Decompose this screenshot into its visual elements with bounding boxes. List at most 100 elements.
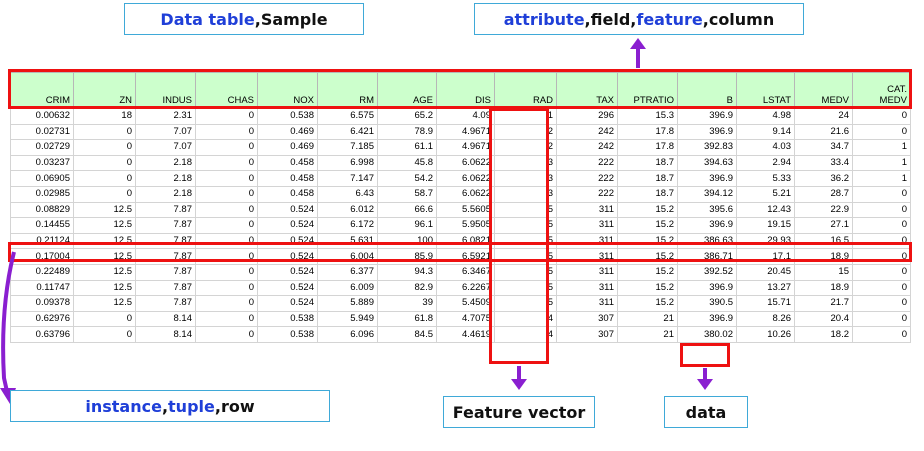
table-cell: 12.43 (736, 201, 795, 219)
table-cell: 222 (556, 185, 618, 203)
table-cell: 396.9 (677, 217, 737, 234)
table-cell: 33.4 (794, 154, 853, 172)
table-cell: 4.09 (436, 108, 495, 125)
table-cell: 6.012 (317, 201, 378, 219)
table-row: 0.22489 12.5 7.87 0 0.524 6.377 94.3 6.3467 5 311… (10, 263, 911, 281)
table-cell: 17.8 (617, 139, 678, 156)
table-cell: 0 (73, 139, 136, 156)
table-cell: 22.9 (794, 201, 853, 219)
table-row: 0.62976 0 8.14 0 0.538 5.949 61.8 4.7075 4 307 21 3… (10, 310, 911, 328)
table-cell: 7.87 (135, 279, 196, 297)
table-cell: 4 (494, 310, 557, 328)
table-cell: 0.02731 (10, 123, 74, 141)
table-cell: 12.5 (73, 263, 136, 281)
table-cell: 85.9 (377, 248, 437, 265)
table-row: 0.02729 0 7.07 0 0.469 7.185 61.1 4.9671 2 242 17.… (10, 139, 911, 156)
table-cell: 0 (852, 185, 911, 203)
instance-arrow (0, 251, 16, 404)
attribute-label: attribute, field, feature, column (474, 3, 804, 35)
table-cell: 0.524 (257, 279, 318, 297)
table-cell: 1 (852, 154, 911, 172)
table-cell: 6.0821 (436, 232, 495, 250)
data-label: data (664, 396, 748, 428)
table-cell: 15.2 (617, 217, 678, 234)
table-cell: 4.98 (736, 108, 795, 125)
table-cell: 6.3467 (436, 263, 495, 281)
table-cell: 65.2 (377, 108, 437, 125)
table-cell: 311 (556, 263, 618, 281)
table-cell: 58.7 (377, 185, 437, 203)
column-header-line: CAT. (887, 84, 907, 95)
table-cell: 28.7 (794, 185, 853, 203)
table-cell: 18 (73, 108, 136, 125)
table-cell: 96.1 (377, 217, 437, 234)
table-row: 0.08829 12.5 7.87 0 0.524 6.012 66.6 5.5605 5 311… (10, 201, 911, 219)
table-cell: 396.9 (677, 279, 737, 297)
table-cell: 4.9671 (436, 139, 495, 156)
table-cell: 1 (494, 108, 557, 125)
feature-keyword: feature (636, 9, 703, 29)
table-cell: 7.87 (135, 232, 196, 250)
table-cell: 6.2267 (436, 279, 495, 297)
table-cell: 0.08829 (10, 201, 74, 219)
table-cell: 7.07 (135, 123, 196, 141)
table-cell: 78.9 (377, 123, 437, 141)
table-cell: 21 (617, 326, 678, 343)
table-cell: 15 (794, 263, 853, 281)
table-cell: 0 (195, 201, 258, 219)
table-cell: 396.9 (677, 310, 737, 328)
table-row: 0.11747 12.5 7.87 0 0.524 6.009 82.9 6.2267 5 311… (10, 279, 911, 297)
column-header: B (677, 72, 737, 109)
data-arrow-head (697, 379, 713, 390)
table-cell: 311 (556, 217, 618, 234)
instance-keyword: instance (85, 396, 162, 416)
table-cell: 392.52 (677, 263, 737, 281)
table-cell: 2 (494, 139, 557, 156)
table-cell: 0 (195, 139, 258, 156)
table-cell: 18.7 (617, 170, 678, 187)
table-cell: 9.14 (736, 123, 795, 141)
table-cell: 18.7 (617, 154, 678, 172)
table-cell: 17.1 (736, 248, 795, 265)
table-cell: 0 (852, 232, 911, 250)
table-cell: 5 (494, 217, 557, 234)
table-cell: 0 (73, 170, 136, 187)
table-cell: 45.8 (377, 154, 437, 172)
table-cell: 0 (852, 295, 911, 312)
table-cell: 4.03 (736, 139, 795, 156)
row-word: row (220, 396, 255, 416)
table-cell: 6.004 (317, 248, 378, 265)
table-cell: 0.06905 (10, 170, 74, 187)
table-cell: 54.2 (377, 170, 437, 187)
table-row: 0.17004 12.5 7.87 0 0.524 6.004 85.9 6.5921 5 311… (10, 248, 911, 265)
table-cell: 3 (494, 185, 557, 203)
table-cell: 15.2 (617, 201, 678, 219)
table-cell: 0.538 (257, 108, 318, 125)
header-row: CRIM ZN INDUS CHAS NOX RM AGE DIS RAD TAX PTRATIO B… (10, 72, 911, 109)
table-cell: 0.538 (257, 326, 318, 343)
table-cell: 12.5 (73, 217, 136, 234)
data-table-keyword: Data table (160, 9, 255, 29)
table-cell: 21.7 (794, 295, 853, 312)
attribute-keyword: attribute (503, 9, 585, 29)
table-cell: 222 (556, 170, 618, 187)
column-header: DIS (436, 72, 495, 109)
table-cell: 0 (73, 154, 136, 172)
table-cell: 18.9 (794, 248, 853, 265)
table-row: 0.14455 12.5 7.87 0 0.524 6.172 96.1 5.9505 5 311… (10, 217, 911, 234)
table-cell: 0.03237 (10, 154, 74, 172)
table-cell: 18.2 (794, 326, 853, 343)
table-cell: 84.5 (377, 326, 437, 343)
table-cell: 29.93 (736, 232, 795, 250)
data-cell-highlight (680, 343, 730, 367)
table-cell: 0 (195, 185, 258, 203)
table-cell: 6.575 (317, 108, 378, 125)
table-cell: 5.4509 (436, 295, 495, 312)
table-cell: 242 (556, 139, 618, 156)
table-cell: 7.147 (317, 170, 378, 187)
table-row: 0.03237 0 2.18 0 0.458 6.998 45.8 6.0622 3 222 18.… (10, 154, 911, 172)
table-cell: 0.524 (257, 263, 318, 281)
table-body: 0.00632 18 2.31 0 0.538 6.575 65.2 4.09 1 296 15.3… (10, 108, 911, 343)
table-cell: 0 (195, 279, 258, 297)
table-cell: 0.02729 (10, 139, 74, 156)
